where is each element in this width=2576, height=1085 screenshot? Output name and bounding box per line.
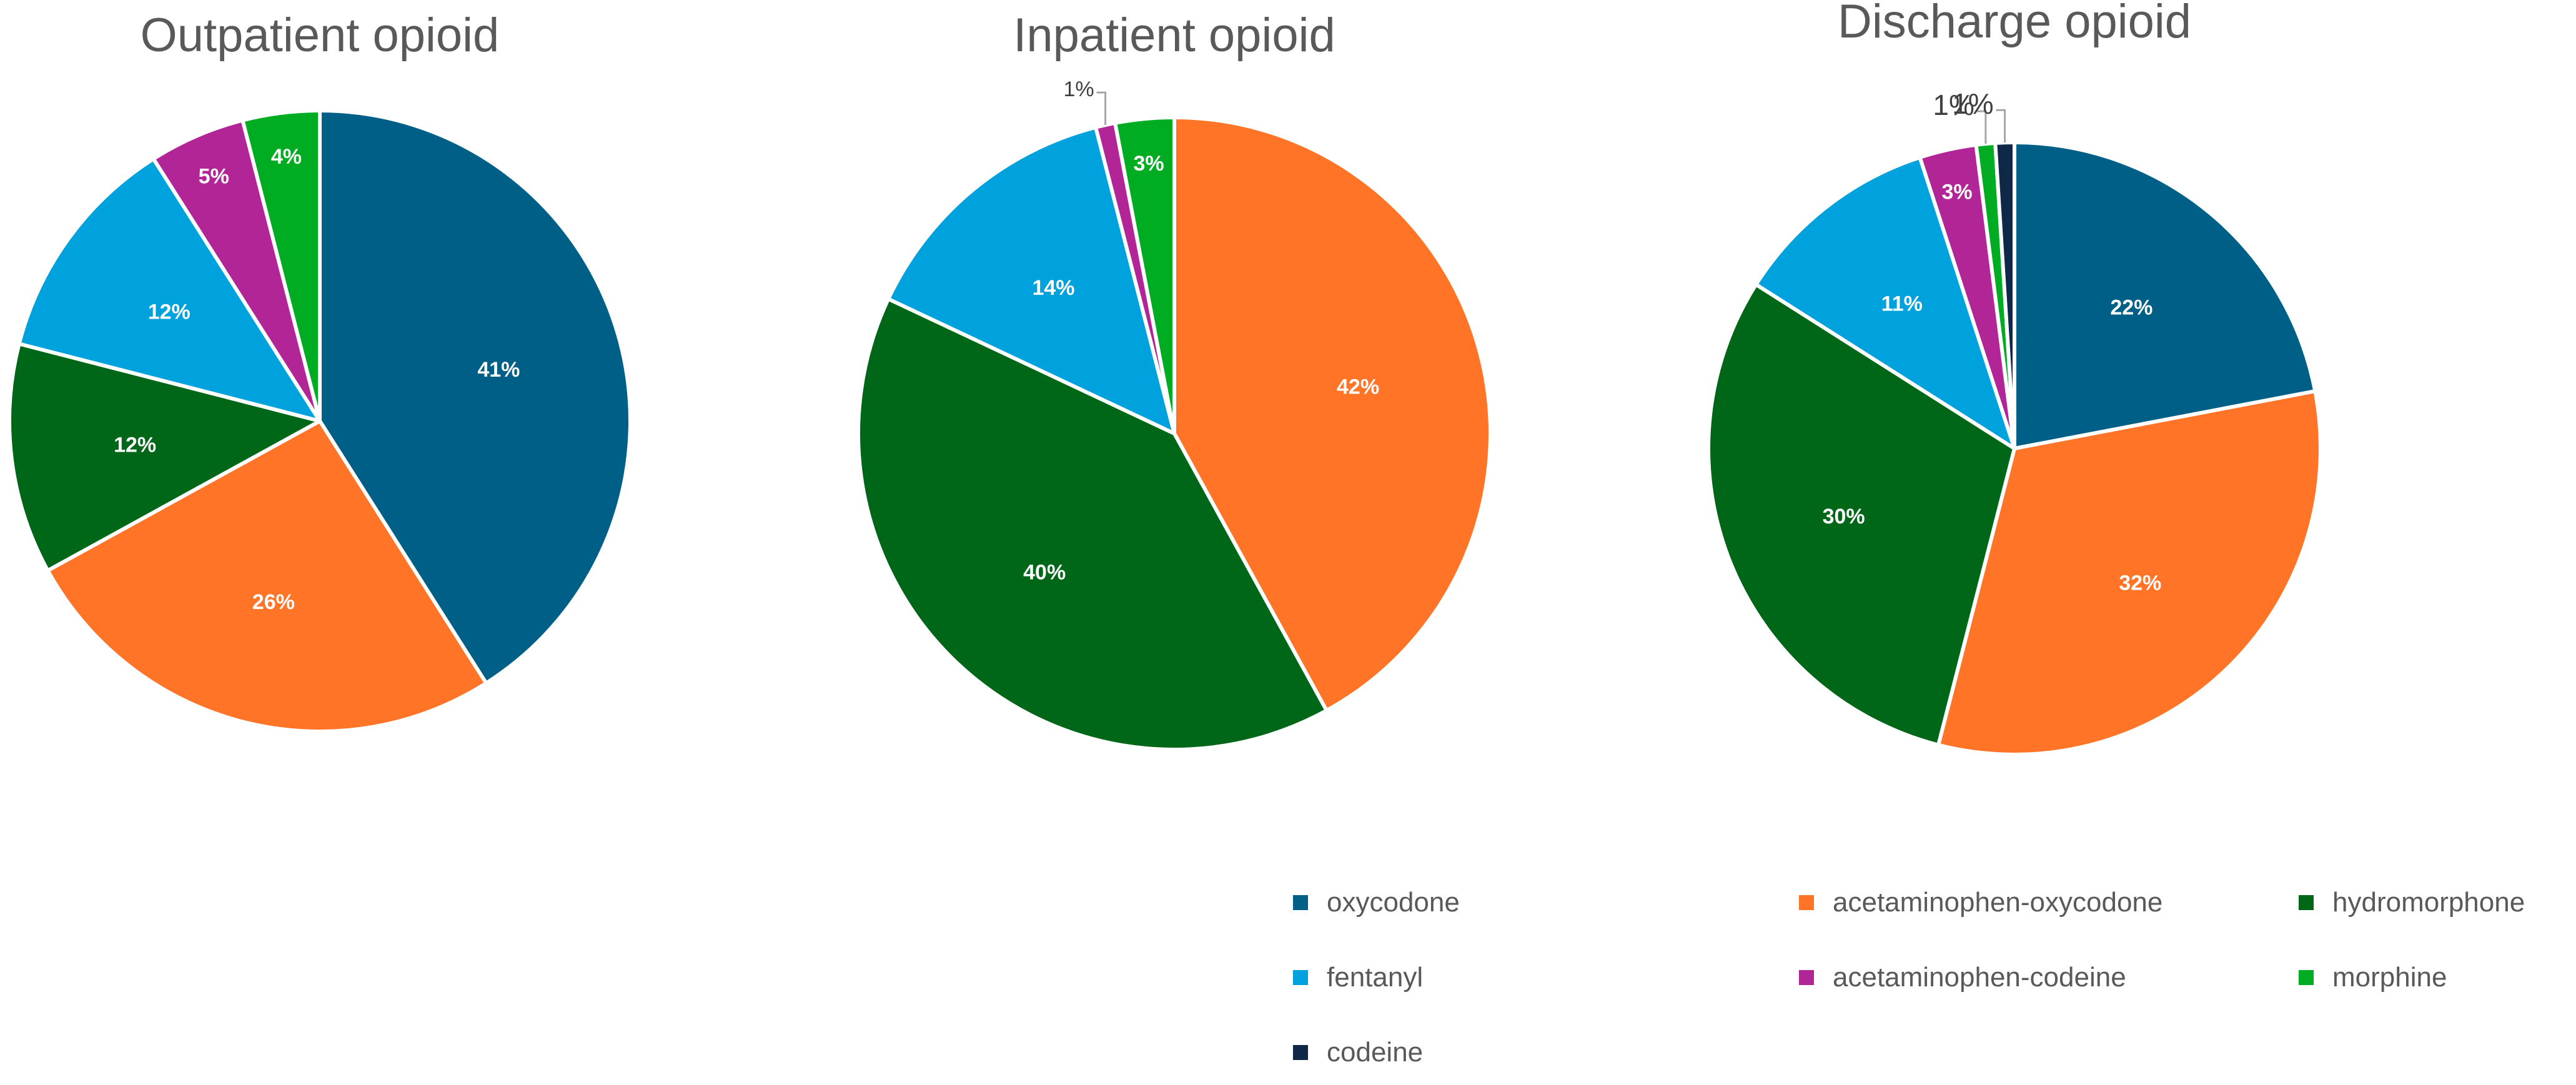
legend-item-acetaminophen-codeine: acetaminophen-codeine	[1799, 962, 2126, 993]
slice-label-hydromorphone: 12%	[114, 433, 156, 457]
slice-label-hydromorphone: 30%	[1823, 505, 1865, 528]
slice-label-acetaminophen-codeine: 1%	[1063, 77, 1094, 101]
legend-item-oxycodone: oxycodone	[1293, 887, 1460, 918]
pie-slice-morphine	[240, 109, 322, 423]
pie-slice-fentanyl	[886, 125, 1176, 435]
legend-label-codeine: codeine	[1327, 1037, 1424, 1068]
legend-label-oxycodone: oxycodone	[1327, 887, 1460, 918]
pie-slice-hydromorphone	[1707, 282, 2016, 747]
slice-label-hydromorphone: 40%	[1023, 560, 1066, 584]
legend-label-acetaminophen-oxycodone: acetaminophen-oxycodone	[1833, 887, 2163, 918]
pie-chart-discharge-opioid: Discharge opioid 22% 32% 30% 11% 3% 1%1%	[1707, 0, 2322, 756]
legend-item-fentanyl: fentanyl	[1293, 962, 1423, 993]
legend-swatch-oxycodone	[1293, 895, 1308, 910]
legend-swatch-hydromorphone	[2299, 895, 2314, 910]
slice-label-acetaminophen-oxycodone: 26%	[252, 590, 295, 614]
pie-slice-oxycodone	[2013, 141, 2317, 450]
pie-slice-acetaminophen-codeine	[151, 118, 322, 423]
slice-label-codeine: 1%	[1952, 87, 1993, 120]
slice-label-oxycodone: 41%	[477, 358, 520, 382]
legend-swatch-acetaminophen-oxycodone	[1799, 895, 1814, 910]
chart-title: Inpatient opioid	[1013, 9, 1335, 62]
legend-item-codeine: codeine	[1293, 1037, 1423, 1068]
slice-label-acetaminophen-oxycodone: 32%	[2119, 571, 2161, 595]
slice-label-acetaminophen-codeine: 5%	[199, 165, 229, 189]
pie-slice-hydromorphone	[7, 342, 322, 573]
legend-label-hydromorphone: hydromorphone	[2332, 887, 2525, 918]
pie-slice-acetaminophen-oxycodone	[46, 419, 488, 733]
leader-line-acetaminophen-codeine	[1096, 91, 1107, 126]
leader-line-morphine	[1976, 110, 1987, 144]
slice-label-morphine: 1%	[1933, 89, 1974, 121]
legend-item-acetaminophen-oxycodone: acetaminophen-oxycodone	[1799, 887, 2162, 918]
pie-chart-inpatient-opioid: Inpatient opioid 42% 40% 14% 1% 3%	[856, 9, 1492, 751]
slice-label-fentanyl: 14%	[1032, 276, 1074, 300]
legend-label-acetaminophen-codeine: acetaminophen-codeine	[1833, 962, 2126, 993]
slice-label-oxycodone: 22%	[2110, 295, 2152, 319]
slice-label-acetaminophen-codeine: 3%	[1942, 181, 1973, 204]
chart-legend: oxycodone acetaminophen-oxycodone hydrom…	[1293, 874, 2567, 1074]
legend-item-hydromorphone: hydromorphone	[2299, 887, 2525, 918]
pie-slice-acetaminophen-oxycodone	[1172, 116, 1492, 713]
pie-slice-hydromorphone	[856, 297, 1329, 751]
pie-slice-acetaminophen-oxycodone	[1936, 389, 2322, 756]
leader-line-codeine	[1996, 109, 2006, 143]
slice-label-morphine: 3%	[1133, 152, 1164, 176]
pie-slice-fentanyl	[17, 157, 322, 423]
legend-swatch-codeine	[1293, 1045, 1308, 1060]
pie-chart-outpatient-opioid: Outpatient opioid 41% 26% 12% 12% 5% 4%	[7, 9, 632, 733]
chart-title: Outpatient opioid	[141, 9, 500, 62]
pie-slice-morphine	[1113, 116, 1176, 435]
slice-label-fentanyl: 11%	[1881, 292, 1923, 316]
legend-swatch-fentanyl	[1293, 970, 1308, 985]
slice-label-fentanyl: 12%	[148, 300, 191, 324]
legend-label-morphine: morphine	[2332, 962, 2447, 993]
pie-slice-fentanyl	[1754, 155, 2016, 450]
legend-item-morphine: morphine	[2299, 962, 2447, 993]
slice-label-morphine: 4%	[271, 145, 302, 169]
legend-label-fentanyl: fentanyl	[1327, 962, 1424, 993]
legend-swatch-acetaminophen-codeine	[1799, 970, 1814, 985]
slice-label-acetaminophen-oxycodone: 42%	[1337, 375, 1379, 399]
legend-swatch-morphine	[2299, 970, 2314, 985]
chart-title: Discharge opioid	[1838, 0, 2191, 48]
